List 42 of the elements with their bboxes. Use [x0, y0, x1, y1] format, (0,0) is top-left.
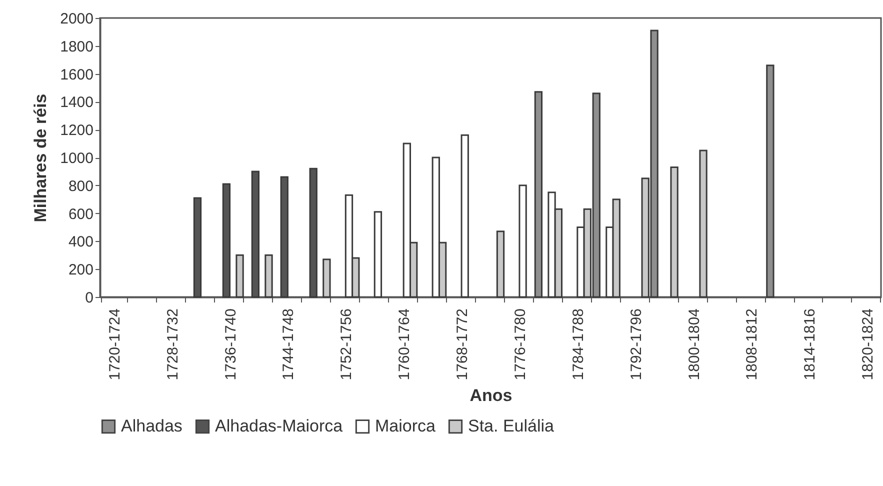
bar: [496, 230, 505, 298]
x-tick-label: 1820-1824: [860, 308, 877, 380]
y-tick-label: 600: [68, 206, 94, 223]
x-tick-label: 1736-1740: [222, 308, 240, 380]
x-tick-label: 1800-1804: [686, 308, 703, 380]
bar: [518, 184, 527, 298]
y-tick-label: 400: [68, 234, 94, 251]
y-tick-label: 2000: [60, 10, 94, 28]
y-tick-label: 200: [68, 262, 94, 279]
x-tick-label: 1814-1816: [802, 308, 819, 380]
legend-label: Alhadas-Maiorca: [215, 416, 344, 436]
x-tick-label: 1760-1764: [396, 308, 414, 380]
bar: [264, 254, 273, 298]
y-tick-label: 0: [85, 290, 94, 306]
y-tick-label: 800: [68, 178, 94, 195]
y-tick-label: 1600: [60, 66, 94, 84]
x-axis-title: Anos: [470, 386, 512, 406]
x-tick-label: 1728-1732: [164, 308, 182, 380]
legend-label: Sta. Eulália: [468, 416, 555, 436]
x-tick-label: 1808-1812: [744, 308, 761, 380]
y-tick-label: 1200: [60, 122, 94, 140]
bar: [534, 91, 543, 298]
x-tick-label: 1768-1772: [454, 308, 472, 380]
x-tick-label: 1720-1724: [106, 308, 124, 380]
x-tick-label: 1784-1788: [570, 308, 587, 380]
bar: [236, 254, 244, 298]
legend-label: Maiorca: [375, 416, 436, 436]
x-tick-label: 1752-1756: [338, 308, 356, 380]
bar: [374, 211, 382, 298]
legend-label: Alhadas: [121, 416, 182, 436]
bar: [460, 134, 469, 298]
x-tick-label: 1744-1748: [280, 308, 298, 380]
y-tick-label: 1400: [60, 94, 94, 112]
bar: [670, 166, 678, 298]
x-tick-label: 1776-1780: [512, 308, 529, 380]
y-tick-label: 1000: [60, 150, 94, 167]
y-tick-label: 1800: [60, 38, 94, 56]
x-tick-label: 1792-1796: [628, 308, 645, 380]
bar: [699, 150, 708, 298]
bar: [766, 64, 774, 298]
bar: [322, 258, 331, 298]
y-axis-title: Milhares de réis: [31, 94, 50, 222]
